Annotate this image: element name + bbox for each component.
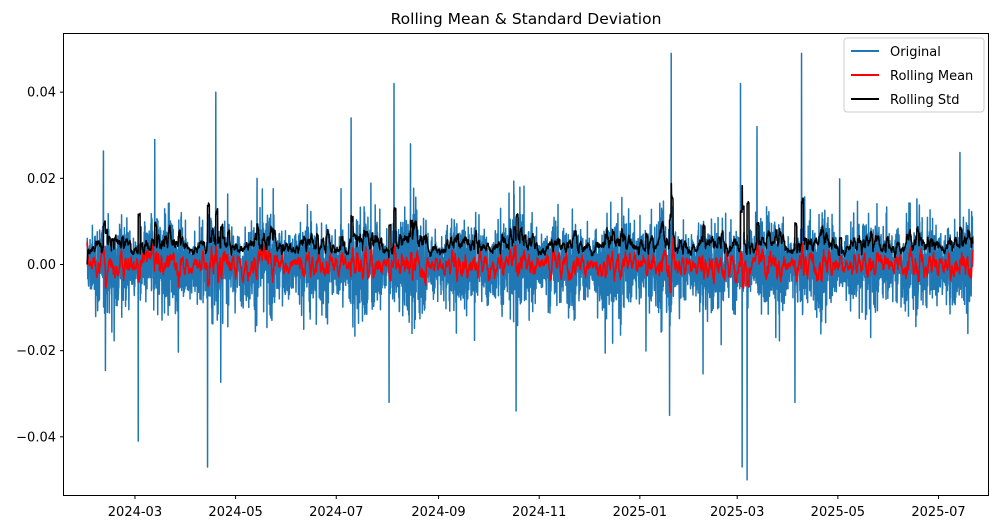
y-tick-label: 0.04 — [27, 86, 56, 101]
chart-title: Rolling Mean & Standard Deviation — [391, 10, 662, 28]
y-tick-label: 0.00 — [27, 258, 56, 273]
legend-label: Rolling Mean — [890, 69, 973, 84]
legend: Original Rolling Mean Rolling Std — [843, 37, 985, 113]
legend-label: Rolling Std — [890, 93, 959, 108]
x-tick-label: 2025-03 — [710, 505, 764, 520]
x-tick-label: 2024-11 — [512, 505, 566, 520]
x-axis: 2024-03 2024-05 2024-07 2024-09 2024-11 2025-… — [108, 495, 966, 520]
legend-label: Original — [890, 45, 941, 60]
y-tick-label: −0.04 — [16, 430, 56, 445]
x-tick-label: 2025-07 — [911, 505, 965, 520]
x-tick-label: 2024-05 — [208, 505, 262, 520]
x-tick-label: 2025-01 — [613, 505, 667, 520]
x-tick-label: 2025-05 — [811, 505, 865, 520]
x-tick-label: 2024-03 — [108, 505, 162, 520]
y-tick-label: −0.02 — [16, 344, 56, 359]
y-tick-label: 0.02 — [27, 172, 56, 187]
legend-box — [843, 37, 985, 113]
plot-area — [86, 52, 974, 481]
y-axis: 0.04 0.02 0.00 −0.02 −0.04 — [16, 86, 64, 445]
rolling-std-series-line — [86, 182, 974, 265]
x-tick-label: 2024-07 — [309, 505, 363, 520]
rolling-mean-series-line — [86, 237, 974, 294]
x-tick-label: 2024-09 — [411, 505, 465, 520]
